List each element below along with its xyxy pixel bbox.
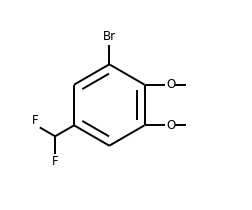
Text: Br: Br (103, 30, 116, 43)
Text: F: F (32, 114, 39, 127)
Text: O: O (166, 78, 175, 91)
Text: O: O (166, 119, 175, 132)
Text: F: F (52, 155, 58, 168)
